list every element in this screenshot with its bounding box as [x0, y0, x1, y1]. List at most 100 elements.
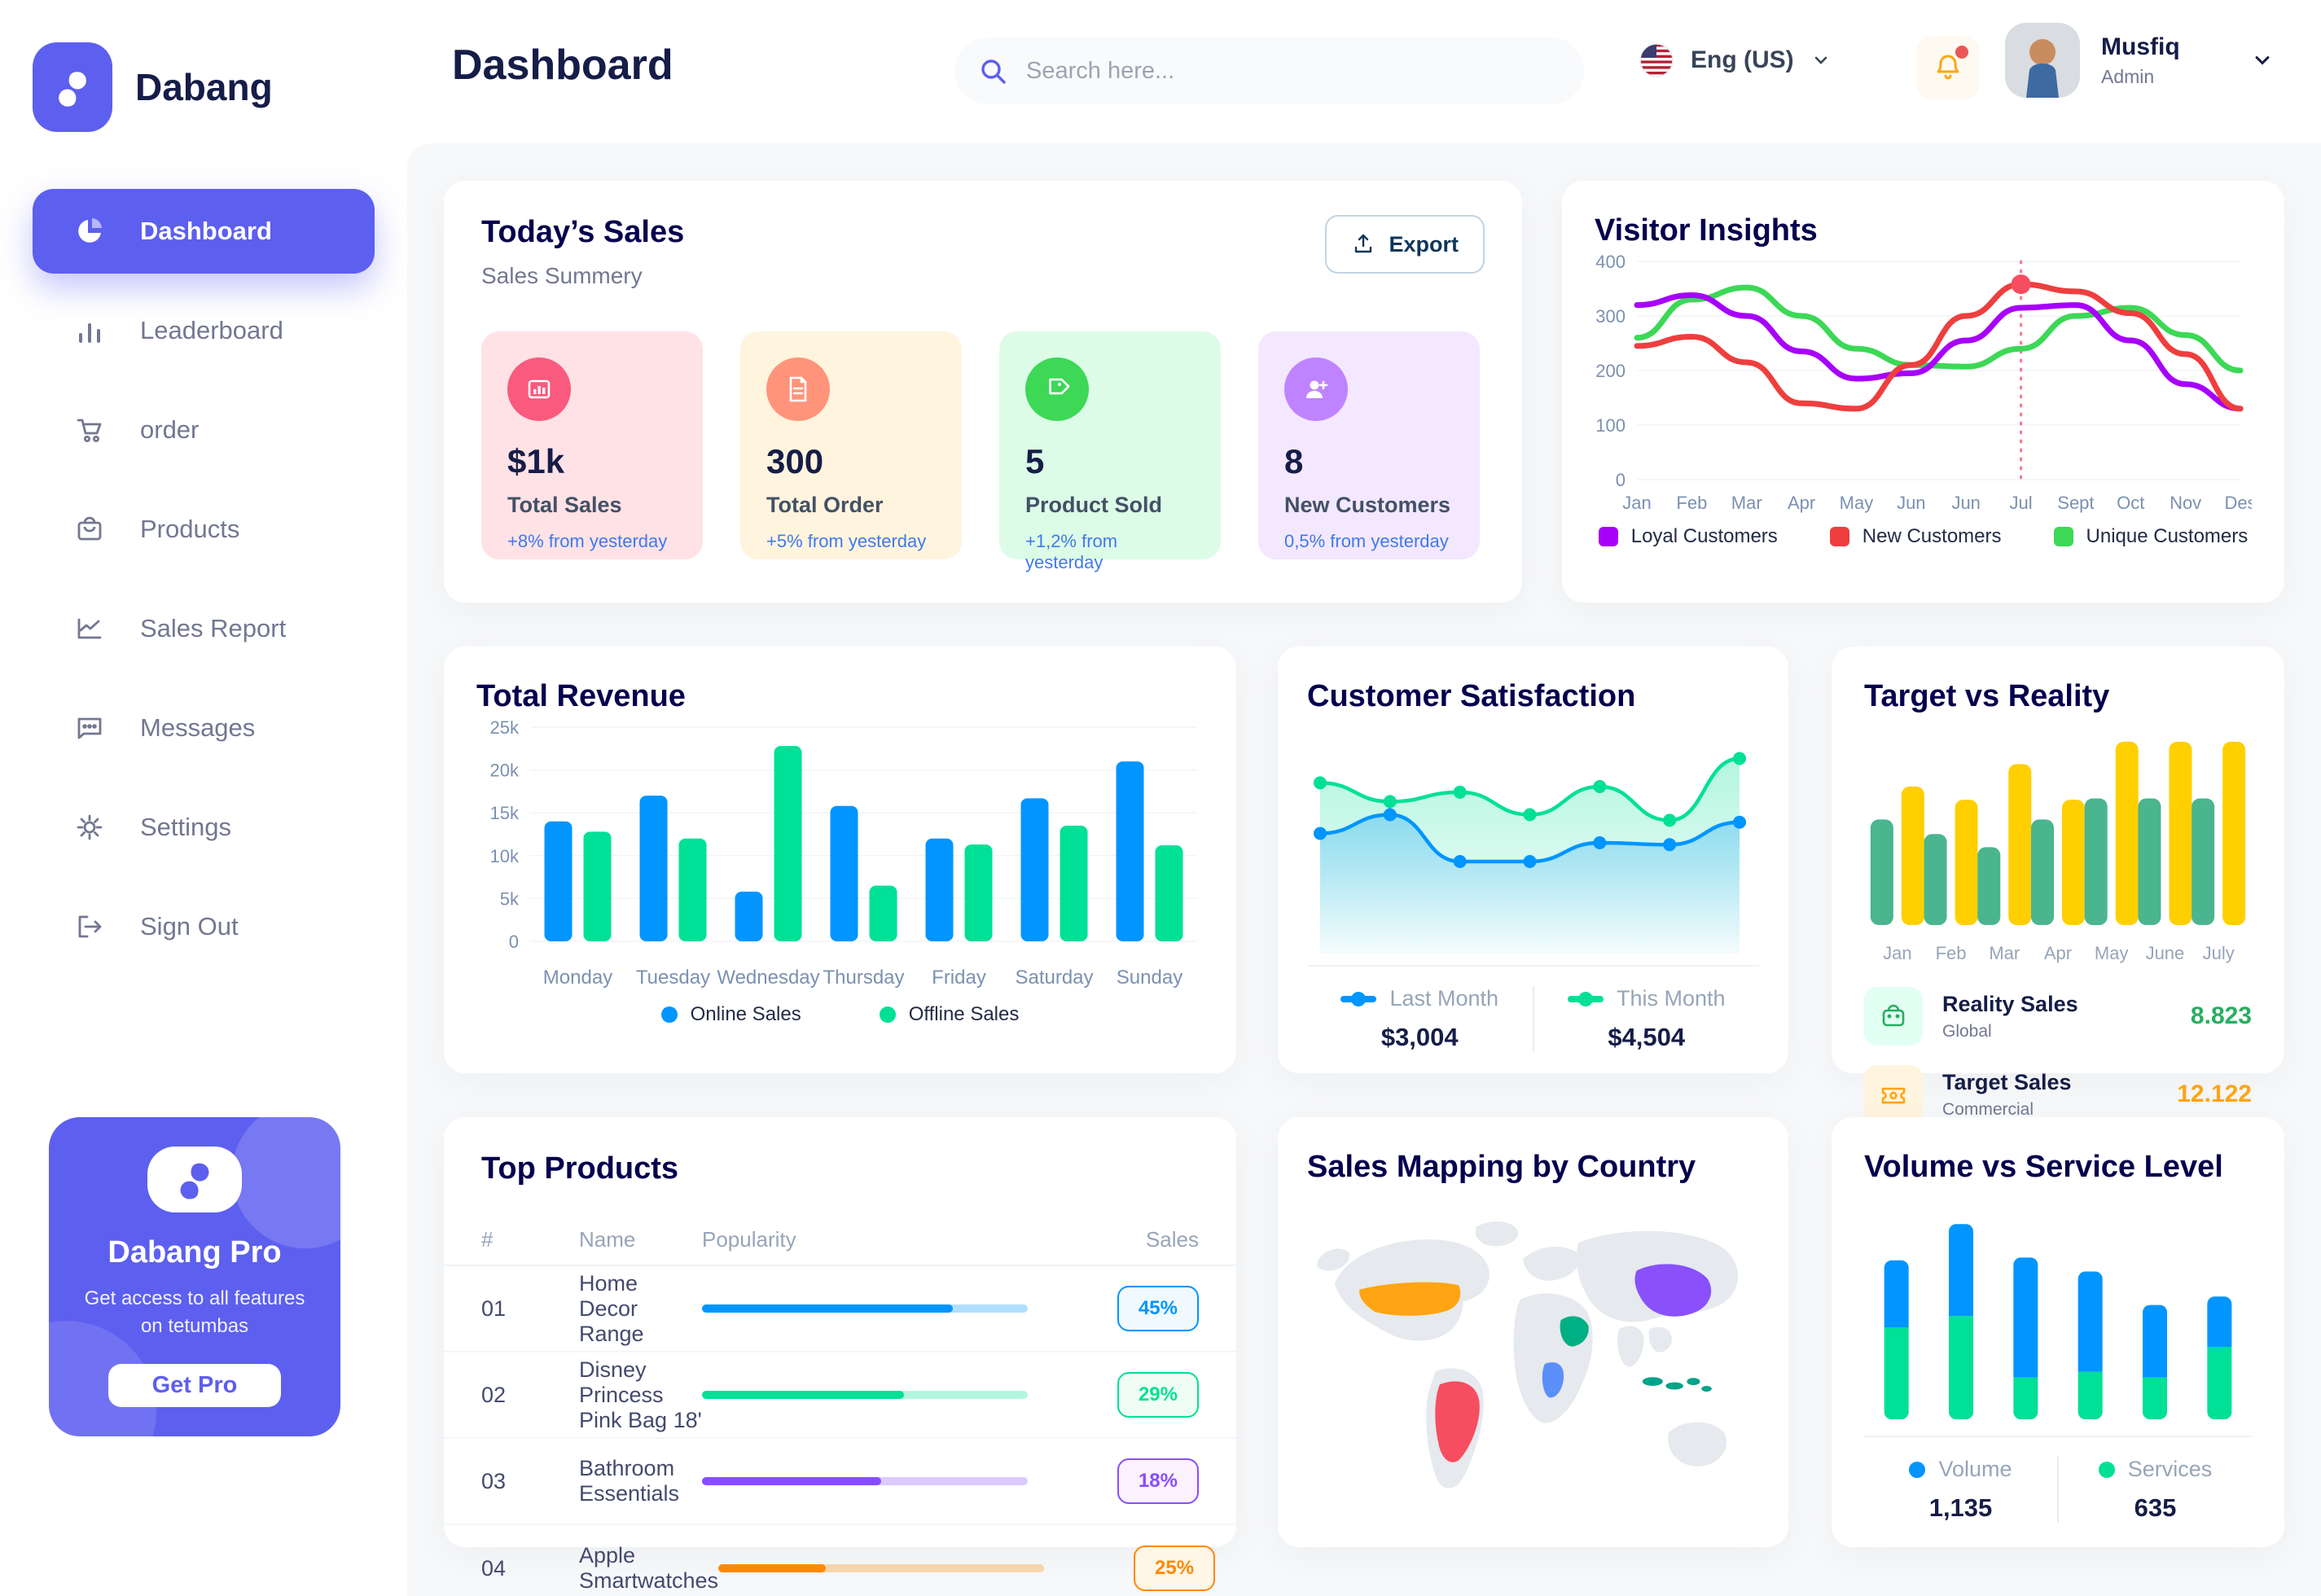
svg-text:400: 400 — [1595, 252, 1626, 272]
target-vs-reality-card: Target vs Reality Jan Feb Mar Apr May June Jul… — [1832, 647, 2284, 1124]
svg-text:10k: 10k — [490, 846, 520, 866]
brand-logo[interactable]: Dabang — [0, 0, 407, 132]
sidebar-item-label: Settings — [140, 813, 232, 841]
get-pro-button[interactable]: Get Pro — [108, 1364, 281, 1407]
chevron-down-icon — [2255, 56, 2270, 65]
svg-text:25k: 25k — [490, 717, 520, 738]
mini-bar-chart-icon — [507, 357, 571, 421]
cart-icon — [72, 412, 107, 448]
chat-icon — [72, 710, 107, 746]
svg-text:Sunday: Sunday — [1117, 967, 1182, 989]
table-row: 03 Bathroom Essentials 18% — [444, 1439, 1236, 1525]
visitor-insights-chart: 0 100 200 300 400 Jan Feb Mar Apr May Jun Jun Jul Sep… — [1595, 248, 2252, 517]
sales-badge: 45% — [1117, 1286, 1199, 1331]
sidebar-item-products[interactable]: Products — [33, 487, 375, 572]
visitor-insights-title: Visitor Insights — [1595, 213, 1818, 248]
svg-text:0: 0 — [509, 932, 519, 952]
total-revenue-card: Total Revenue 0 5k 10k 15k 20k 25k Monday Tuesd… — [444, 647, 1236, 1073]
sidebar-item-label: Sign Out — [140, 912, 239, 940]
table-row: 01 Home Decor Range 45% — [444, 1266, 1236, 1353]
region-brazil — [1435, 1381, 1480, 1462]
sidebar-item-label: Dashboard — [140, 217, 272, 245]
export-button[interactable]: Export — [1325, 215, 1485, 274]
brand-logo-icon — [33, 42, 112, 132]
svg-text:Sept: Sept — [2057, 493, 2094, 513]
total-revenue-legend: Online Sales Offline Sales — [476, 1003, 1204, 1026]
language-label: Eng (US) — [1691, 46, 1794, 73]
popularity-bar — [702, 1304, 1028, 1313]
offline-sales-dot — [879, 1006, 896, 1023]
sidebar-item-sign-out[interactable]: Sign Out — [33, 884, 375, 969]
sidebar-item-settings[interactable]: Settings — [33, 785, 375, 870]
sidebar-item-dashboard[interactable]: Dashboard — [33, 189, 375, 274]
bar-chart-icon — [72, 313, 107, 349]
stat-card-total-order: 300 Total Order +5% from yesterday — [740, 331, 962, 559]
sales-badge: 29% — [1117, 1372, 1199, 1418]
header: Dashboard Eng (US) — [407, 0, 2321, 143]
sidebar: Dabang Dashboard Leaderboard order — [0, 0, 407, 1596]
svg-text:Apr: Apr — [1788, 493, 1815, 513]
notifications-button[interactable] — [1916, 36, 1980, 99]
todays-sales-title: Today’s Sales — [481, 215, 685, 249]
sidebar-item-leaderboard[interactable]: Leaderboard — [33, 288, 375, 373]
sidebar-item-order[interactable]: order — [33, 388, 375, 472]
tag-icon — [1025, 357, 1089, 421]
target-sales-row: Target Sales Commercial 12.122 — [1864, 1065, 2252, 1124]
sales-mapping-card: Sales Mapping by Country — [1278, 1117, 1788, 1547]
chevron-down-icon — [1814, 56, 1827, 64]
world-map — [1317, 1221, 1739, 1489]
last-month-marker — [1340, 995, 1377, 1002]
volume-vs-service-chart — [1864, 1185, 2252, 1429]
search-icon — [977, 55, 1010, 88]
visitor-insights-legend: Loyal Customers New Customers Unique Cus… — [1595, 525, 2252, 548]
promo-logo-icon — [147, 1147, 242, 1212]
popularity-bar — [718, 1564, 1045, 1572]
target-vs-reality-chart: Jan Feb Mar Apr May June July — [1864, 714, 2252, 971]
avatar — [2005, 23, 2080, 98]
target-sales-value: 12.122 — [2177, 1081, 2252, 1107]
sales-badge: 25% — [1134, 1546, 1216, 1591]
user-menu[interactable]: Musfiq Admin — [2005, 23, 2275, 98]
reality-sales-value: 8.823 — [2190, 1002, 2252, 1029]
sidebar-item-sales-report[interactable]: Sales Report — [33, 586, 375, 671]
gear-icon — [72, 809, 107, 845]
sidebar-item-label: order — [140, 415, 200, 444]
svg-text:Thursday: Thursday — [823, 967, 904, 989]
todays-sales-card: Today’s Sales Sales Summery Export $1k T… — [444, 181, 1522, 603]
promo-subtitle: Get access to all features on tetumbas — [84, 1287, 305, 1338]
customer-satisfaction-card: Customer Satisfaction Last Month $3,004 … — [1278, 647, 1788, 1073]
stat-card-new-customers: 8 New Customers 0,5% from yesterday — [1258, 331, 1480, 559]
table-row: 04 Apple Smartwatches 25% — [444, 1525, 1236, 1596]
volume-vs-service-title: Volume vs Service Level — [1864, 1150, 2223, 1184]
user-role: Admin — [2101, 65, 2155, 87]
volume-total: 1,135 — [1928, 1493, 1993, 1522]
svg-text:100: 100 — [1595, 415, 1626, 436]
svg-text:May: May — [2095, 943, 2129, 963]
sidebar-item-messages[interactable]: Messages — [33, 686, 375, 770]
svg-text:300: 300 — [1595, 306, 1626, 327]
svg-text:May: May — [1840, 493, 1874, 513]
search-bar — [954, 37, 1584, 104]
line-chart-icon — [72, 611, 107, 647]
receipt-icon — [766, 357, 830, 421]
online-sales-dot — [660, 1006, 678, 1023]
popularity-bar — [702, 1477, 1028, 1485]
svg-text:Jan: Jan — [1622, 493, 1651, 513]
language-selector[interactable]: Eng (US) — [1639, 42, 1832, 78]
promo-title: Dabang Pro — [107, 1234, 282, 1269]
sidebar-item-label: Products — [140, 515, 240, 543]
user-info: Musfiq Admin — [2101, 33, 2180, 88]
table-row: 02 Disney Princess Pink Bag 18' 29% — [444, 1353, 1236, 1439]
top-products-header: # Name Popularity Sales — [444, 1214, 1236, 1266]
visitor-insights-card: Visitor Insights 0 100 200 300 400 Jan Feb Mar A… — [1562, 181, 2284, 603]
loyal-customers-swatch — [1598, 527, 1618, 546]
main-content: Today’s Sales Sales Summery Export $1k T… — [407, 143, 2321, 1596]
svg-text:Saturday: Saturday — [1015, 967, 1093, 989]
this-month-marker — [1567, 995, 1604, 1002]
popularity-bar — [702, 1391, 1028, 1399]
search-input[interactable] — [1026, 37, 1564, 104]
region-united-states — [1359, 1282, 1461, 1316]
sign-out-icon — [72, 909, 107, 945]
svg-text:Tuesday: Tuesday — [636, 967, 710, 989]
